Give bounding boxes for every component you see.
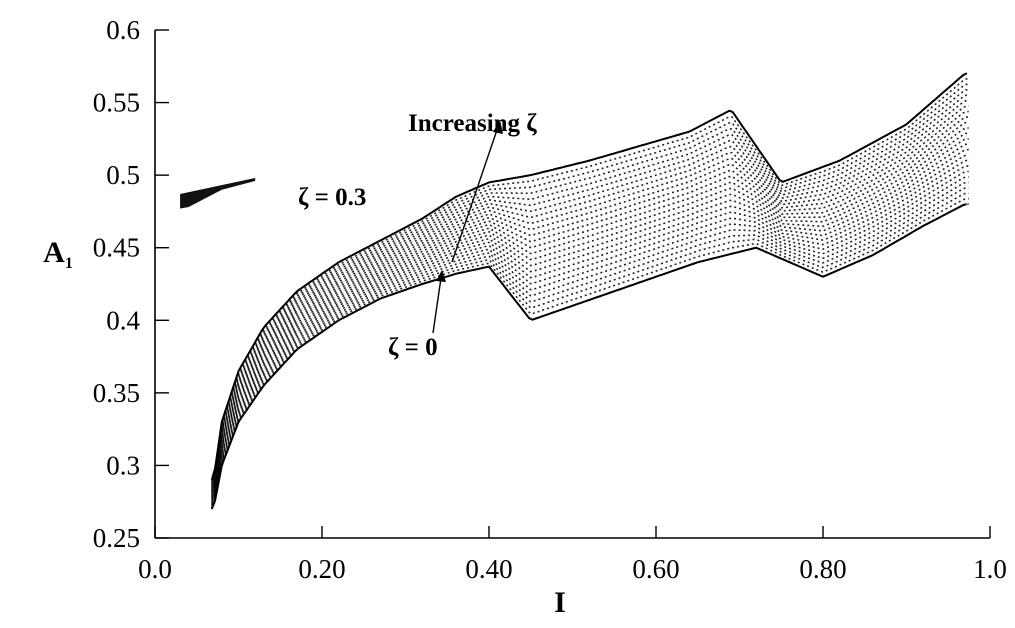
series-zeta-0.3 xyxy=(210,72,968,481)
zeta-curve xyxy=(211,181,969,505)
y-axis-title-subscript: 1 xyxy=(65,255,73,272)
zeta-curve xyxy=(211,110,969,489)
y-tick-label: 0.55 xyxy=(93,88,140,118)
zeta-curve xyxy=(211,192,969,507)
detached-region xyxy=(180,178,256,209)
y-axis-title: A1 xyxy=(43,236,73,272)
x-tick-label: 0.80 xyxy=(799,554,846,584)
zeta-curve xyxy=(211,170,969,503)
annotation-zeta-0.3: ζ = 0.3 xyxy=(298,184,366,211)
arrow-zeta-0 xyxy=(432,277,442,334)
zeta-curve xyxy=(211,165,969,501)
tick-labels: 0.0 0.20 0.40 0.60 0.80 1.0 0.25 0.3 0.35 0.4 0.45… xyxy=(93,15,1007,584)
y-tick-label: 0.5 xyxy=(106,160,140,190)
zeta-curve xyxy=(211,89,969,484)
zeta-curve xyxy=(211,132,969,494)
zeta-curve xyxy=(211,83,969,483)
x-axis-title: I xyxy=(554,586,566,619)
zeta-curve xyxy=(211,143,969,496)
y-tick-label: 0.3 xyxy=(106,450,140,480)
zeta-curve xyxy=(211,121,969,492)
zeta-curve xyxy=(211,148,969,498)
zeta-curve xyxy=(211,94,969,486)
zeta-curve xyxy=(211,187,969,506)
arrowhead-increasing-zeta xyxy=(493,120,503,134)
x-tick-label: 0.40 xyxy=(465,554,512,584)
zeta-curve xyxy=(211,72,969,481)
zeta-curve xyxy=(211,116,969,490)
annotation-zeta-0: ζ = 0 xyxy=(388,334,438,361)
zeta-curve xyxy=(211,105,969,488)
zeta-curve xyxy=(211,127,969,493)
arrow-increasing-zeta xyxy=(451,126,499,263)
x-tick-label: 0.60 xyxy=(632,554,679,584)
zeta-curve xyxy=(211,176,969,504)
annotation-increasing-zeta: Increasing ζ xyxy=(408,110,537,137)
zeta-curve xyxy=(211,100,969,487)
y-tick-label: 0.25 xyxy=(93,523,140,553)
zeta-curve xyxy=(211,197,969,509)
x-tick-label: 1.0 xyxy=(973,554,1007,584)
axes xyxy=(154,29,991,539)
zeta-curve xyxy=(211,203,969,510)
x-tick-label: 0.20 xyxy=(298,554,345,584)
y-axis-title-main: A xyxy=(43,236,65,269)
y-tick-label: 0.35 xyxy=(93,378,140,408)
arrowhead-zeta-0 xyxy=(436,270,446,282)
series-zeta-0 xyxy=(210,203,967,510)
zeta-curve xyxy=(211,78,969,482)
y-tick-label: 0.45 xyxy=(93,233,140,263)
data-bands xyxy=(180,72,969,510)
x-tick-label: 0.0 xyxy=(138,554,172,584)
y-tick-label: 0.6 xyxy=(106,15,140,45)
y-tick-label: 0.4 xyxy=(106,305,140,335)
